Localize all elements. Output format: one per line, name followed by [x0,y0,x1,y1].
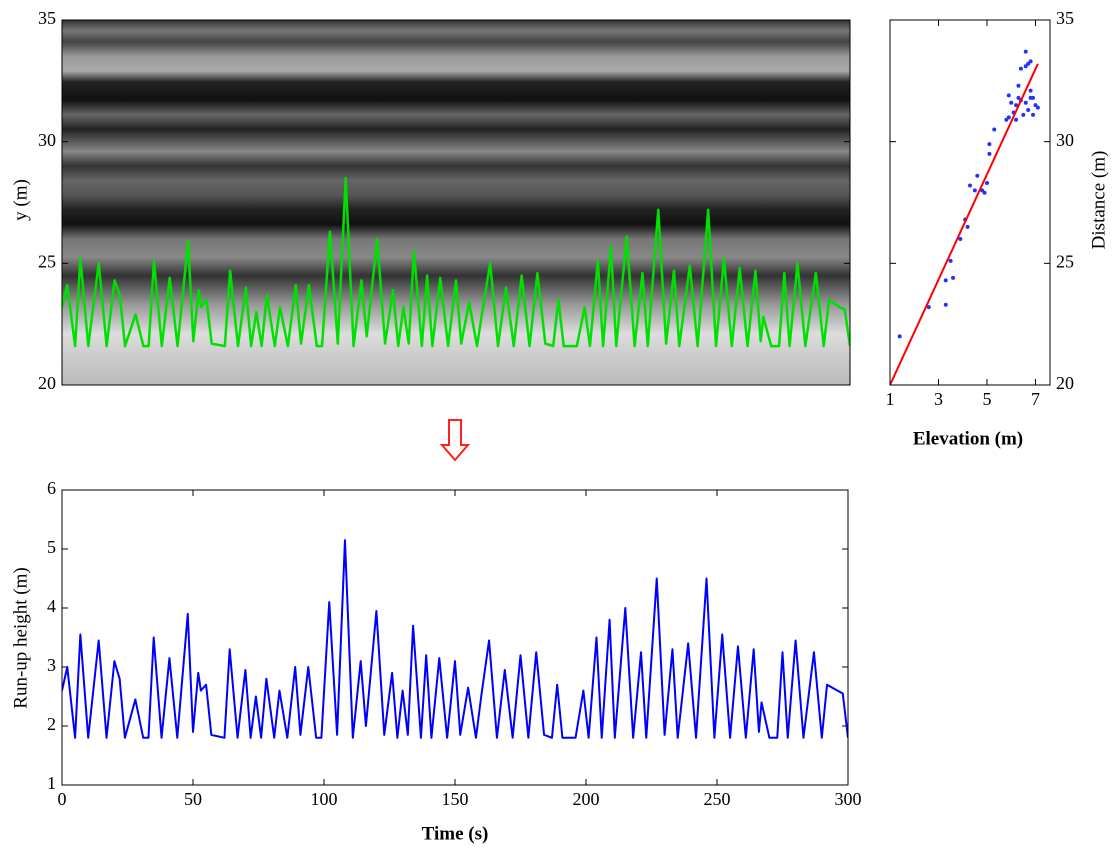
scatter-point [984,181,989,186]
y-tick-label: 3 [47,655,56,675]
scatter-point [1009,100,1014,105]
y-tick-label: 25 [38,251,56,271]
scatter-point [897,334,902,339]
y-tick-label: 20 [38,373,56,393]
scatter-point [1018,66,1023,71]
scatter-point [1016,83,1021,88]
y-axis-label: Distance (m) [1088,151,1109,250]
scatter-point [1021,112,1026,117]
scatter-point [968,183,972,188]
scatter-point [972,188,977,193]
y-tick-label: 4 [47,596,56,616]
data-line [62,539,848,739]
y-tick-label: 1 [47,773,56,793]
scatter-point [1006,93,1011,98]
y-tick-label: 20 [1056,373,1074,393]
y-tick-label: 35 [1056,8,1074,28]
scatter-point [1028,88,1033,93]
x-tick-label: 1 [886,389,895,409]
scatter-point [948,258,953,263]
x-tick-label: 0 [58,789,67,809]
x-tick-label: 50 [184,789,202,809]
scatter-point [943,302,948,307]
x-tick-label: 7 [1031,389,1040,409]
x-tick-label: 150 [442,789,469,809]
scatter-point [1035,105,1040,110]
plot-frame [61,489,849,786]
y-tick-label: 5 [47,537,56,557]
y-tick-label: 30 [38,130,56,150]
scatter-point [992,127,997,132]
y-tick-label: 30 [1056,130,1074,150]
scatter-point [1014,103,1019,108]
scatter-point [958,237,963,241]
x-tick-label: 200 [573,789,600,809]
x-tick-label: 100 [311,789,338,809]
scatter-point [987,142,992,147]
fit-line [890,63,1039,385]
scatter-point [987,151,992,156]
y-tick-label: 2 [47,714,56,734]
scatter-point [1023,64,1028,69]
x-tick-label: 5 [982,389,991,409]
scatter-point [1026,108,1031,113]
scatter-point [951,275,956,280]
scatter-point [1016,95,1021,100]
x-axis-label: Time (s) [422,823,489,844]
data-line [62,176,850,348]
scatter-point [926,305,931,310]
plot-frame [889,19,1051,386]
x-tick-label: 300 [835,789,862,809]
scatter-point [1031,112,1036,117]
scatter-point [1026,61,1031,66]
down-arrow [439,419,471,462]
scatter-point [1028,59,1033,64]
scatter-point [1004,117,1009,122]
x-tick-label: 3 [934,389,943,409]
y-tick-label: 6 [47,478,56,498]
y-tick-label: 25 [1056,251,1074,271]
y-tick-label: 35 [38,8,56,28]
scatter-point [943,278,948,283]
scatter-point [1023,100,1028,105]
x-axis-label: Elevation (m) [913,428,1023,449]
y-axis-label: y (m) [10,179,31,221]
y-axis-label: Run-up height (m) [10,567,31,708]
scatter-point [982,190,987,195]
scatter-point [1006,115,1011,120]
scatter-point [1014,117,1019,122]
scatter-point [1031,95,1036,100]
scatter-point [975,173,980,178]
scatter-point [1023,49,1028,54]
x-tick-label: 250 [704,789,731,809]
plot-frame [61,19,851,386]
scatter-point [965,224,970,229]
scatter-point [1033,103,1038,108]
